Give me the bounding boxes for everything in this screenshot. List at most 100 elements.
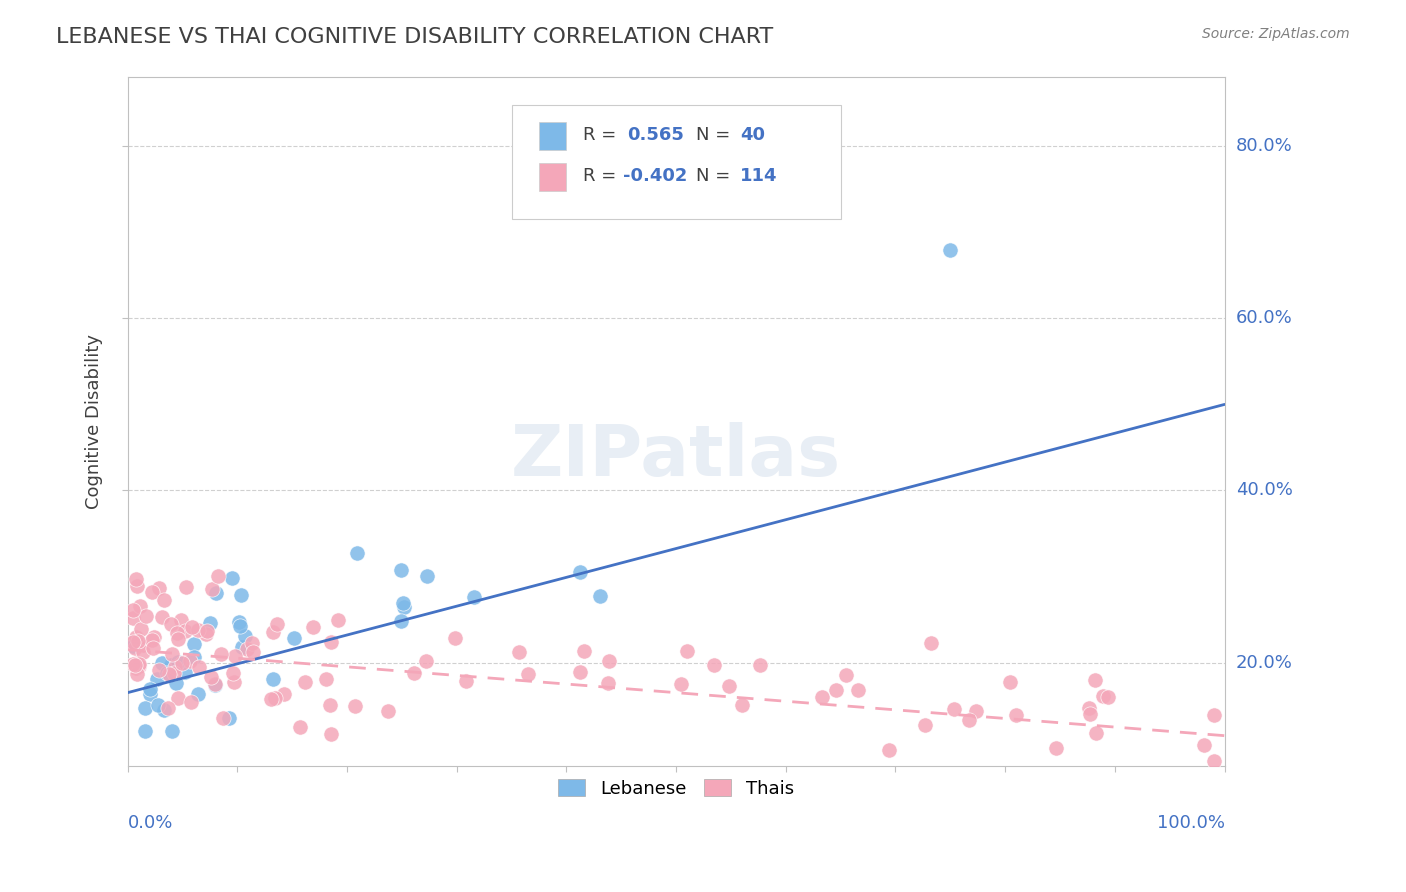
Point xyxy=(263,690,285,705)
Point xyxy=(318,698,340,712)
Point xyxy=(218,711,240,725)
Point xyxy=(200,582,222,597)
Point xyxy=(748,657,770,672)
Point xyxy=(174,665,197,679)
Point xyxy=(127,633,149,648)
Point xyxy=(132,638,155,652)
Point xyxy=(129,623,152,637)
Text: 40: 40 xyxy=(740,126,765,144)
Point xyxy=(167,690,190,705)
Text: 40.0%: 40.0% xyxy=(1236,482,1292,500)
Point xyxy=(200,615,222,630)
Point xyxy=(1045,741,1067,756)
Point xyxy=(125,661,148,675)
Point xyxy=(224,648,246,663)
Point xyxy=(204,677,226,691)
Point xyxy=(231,640,253,655)
Point xyxy=(222,665,245,680)
Point xyxy=(122,657,145,672)
Point xyxy=(235,642,257,657)
Text: 0.565: 0.565 xyxy=(627,126,683,144)
Point xyxy=(122,611,145,625)
FancyBboxPatch shape xyxy=(538,163,567,191)
Point xyxy=(194,627,217,641)
Point xyxy=(262,672,284,686)
Point xyxy=(125,666,148,681)
Point xyxy=(141,584,163,599)
Point xyxy=(266,617,288,632)
Point xyxy=(122,603,145,617)
Point xyxy=(731,698,754,712)
Text: -0.402: -0.402 xyxy=(623,167,688,185)
Point xyxy=(165,676,187,690)
Text: 100.0%: 100.0% xyxy=(1157,814,1225,832)
Point xyxy=(162,647,184,661)
Point xyxy=(703,658,725,673)
Point xyxy=(1192,738,1215,752)
Point xyxy=(188,660,211,674)
Point xyxy=(294,675,316,690)
Point xyxy=(456,674,478,689)
Point xyxy=(142,640,165,655)
Point xyxy=(1078,707,1101,722)
Text: LEBANESE VS THAI COGNITIVE DISABILITY CORRELATION CHART: LEBANESE VS THAI COGNITIVE DISABILITY CO… xyxy=(56,27,773,46)
Point xyxy=(346,546,368,560)
Point xyxy=(589,589,612,603)
Point xyxy=(163,660,186,674)
Point xyxy=(1084,673,1107,688)
Point xyxy=(134,724,156,739)
Point xyxy=(204,678,226,692)
Point xyxy=(416,569,439,583)
Point xyxy=(242,645,264,659)
Point xyxy=(283,632,305,646)
Point xyxy=(392,600,415,615)
Point xyxy=(391,596,413,610)
Point xyxy=(302,620,325,634)
Text: 114: 114 xyxy=(740,167,778,185)
Point xyxy=(835,668,858,682)
Point xyxy=(240,636,263,650)
Point xyxy=(415,654,437,668)
Point xyxy=(139,687,162,701)
Point xyxy=(233,629,256,643)
Point xyxy=(877,743,900,757)
Point xyxy=(160,724,183,739)
Point xyxy=(920,636,942,650)
Point xyxy=(596,676,619,690)
Point xyxy=(209,648,232,662)
Text: 60.0%: 60.0% xyxy=(1236,310,1292,327)
Point xyxy=(517,666,540,681)
Point xyxy=(174,580,197,594)
Point xyxy=(404,666,426,681)
Point xyxy=(183,650,205,665)
Point xyxy=(179,655,201,669)
Point xyxy=(344,699,367,714)
Point xyxy=(128,657,150,671)
Point xyxy=(315,672,337,686)
Point xyxy=(326,614,349,628)
Point xyxy=(939,243,962,257)
Point xyxy=(139,681,162,696)
Point xyxy=(1091,689,1114,703)
Point xyxy=(572,644,595,658)
Point xyxy=(124,573,146,587)
Point xyxy=(508,645,530,659)
Point xyxy=(167,632,190,647)
Text: ZIPatlas: ZIPatlas xyxy=(510,422,841,491)
Point xyxy=(127,656,149,670)
Point xyxy=(159,616,181,631)
Point xyxy=(598,654,620,668)
Point xyxy=(150,610,173,624)
Point xyxy=(187,687,209,701)
Point xyxy=(288,720,311,734)
Point xyxy=(156,666,179,681)
Point xyxy=(319,635,342,649)
Point xyxy=(134,701,156,715)
Point xyxy=(125,630,148,644)
Point xyxy=(675,644,697,658)
Point xyxy=(141,633,163,648)
Point xyxy=(195,624,218,638)
Text: R =: R = xyxy=(583,167,621,185)
Point xyxy=(124,640,146,655)
Point xyxy=(957,713,980,727)
